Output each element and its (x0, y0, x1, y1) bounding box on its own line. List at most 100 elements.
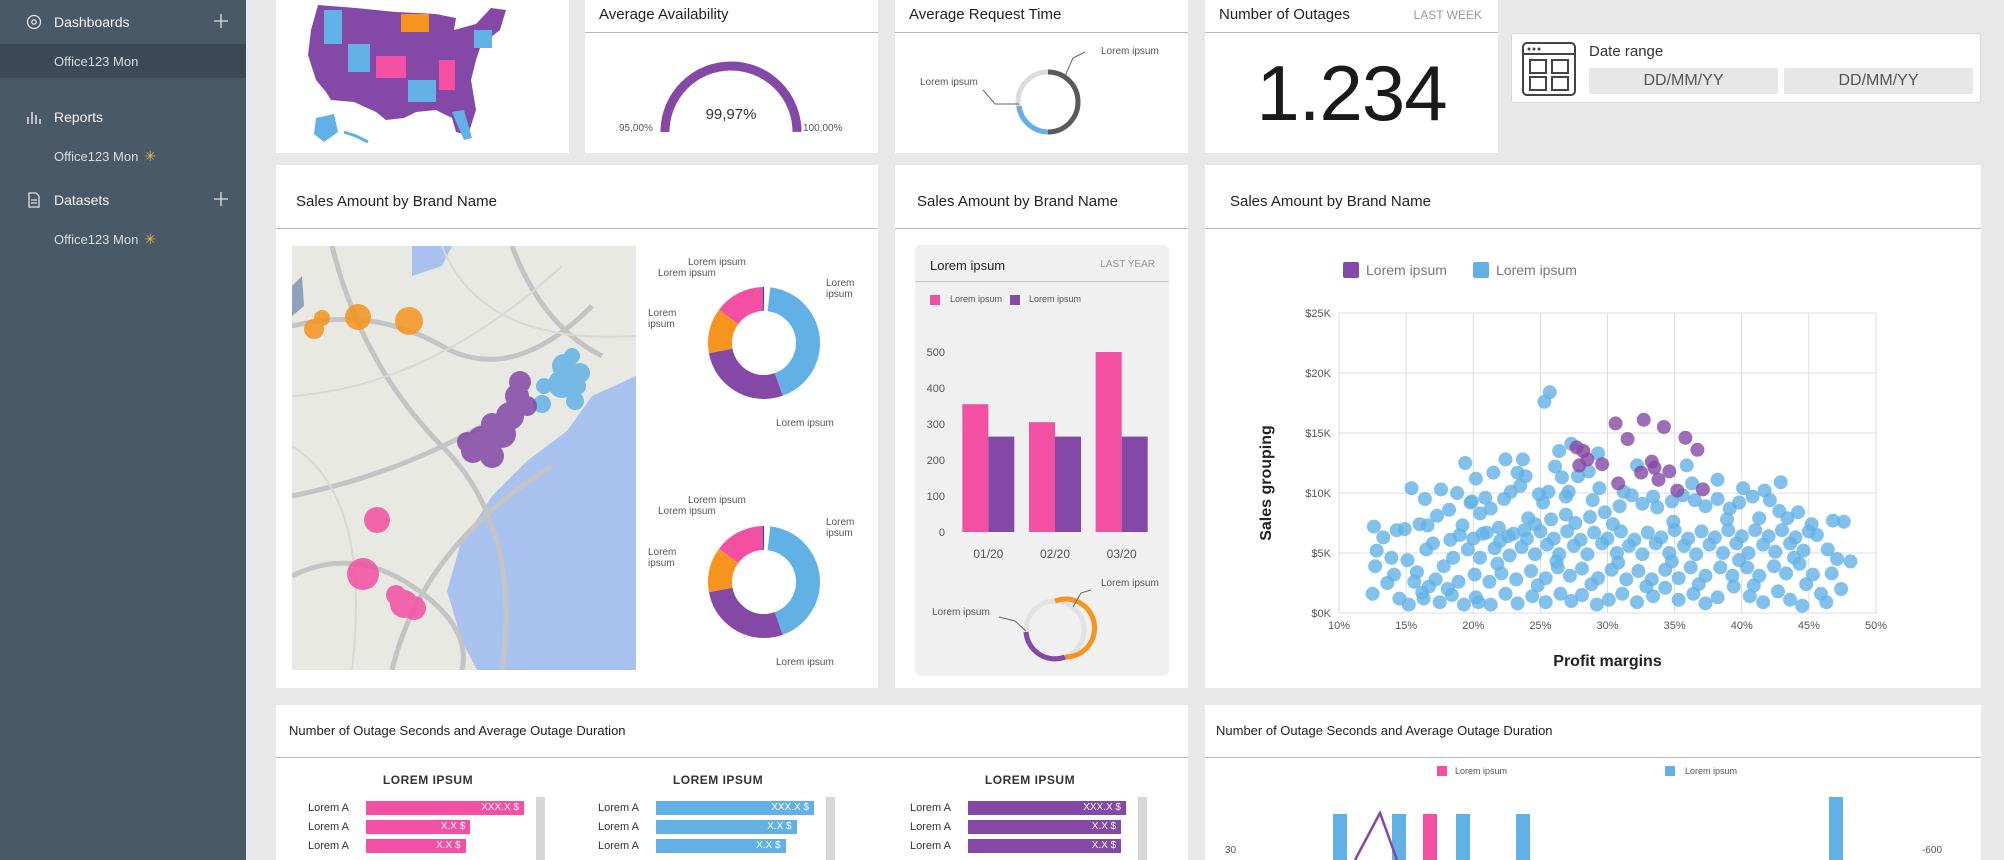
bar-row-label: Lorem A (598, 802, 639, 814)
scatter-point (1518, 469, 1533, 484)
bar: X.X $ (656, 820, 797, 834)
scatter-point (1768, 544, 1783, 559)
add-icon[interactable] (214, 14, 228, 28)
add-icon[interactable] (214, 192, 228, 206)
scrollbar[interactable] (536, 797, 545, 860)
scrollbar[interactable] (1138, 797, 1147, 860)
scatter-point (1619, 572, 1634, 587)
scatter-point (1664, 554, 1679, 569)
scatter-point (1656, 420, 1671, 434)
scatter-point (1780, 511, 1795, 526)
legend-swatch (930, 295, 940, 305)
bar-row[interactable]: Lorem A XXX.X $ (598, 801, 814, 815)
sidebar-section-header[interactable]: Datasets (0, 178, 246, 222)
sidebar-item-label: Office123 Mon (54, 231, 139, 247)
bar: X.X $ (656, 839, 786, 853)
legend-label: Lorem ipsum (1685, 766, 1738, 776)
scatter-point (1795, 598, 1810, 613)
y-tick-label: 500 (927, 347, 945, 359)
bar-row[interactable]: Lorem A X.X $ (308, 839, 466, 853)
sidebar-section-header[interactable]: Dashboards (0, 0, 246, 44)
scatter-point (1752, 511, 1767, 526)
bar-row[interactable]: Lorem A X.X $ (308, 820, 471, 834)
sidebar-item[interactable]: Office123 Mon ✳ (0, 139, 246, 173)
y-tick-label: $15K (1305, 428, 1331, 440)
scrollbar[interactable] (826, 797, 835, 860)
scatter-point (1515, 452, 1530, 467)
x-tick-label: 10% (1328, 620, 1350, 632)
scatter-point (1695, 482, 1710, 497)
scatter-point (1713, 560, 1728, 575)
scatter-point (1710, 590, 1725, 605)
card-title: Average Request Time (909, 6, 1062, 23)
y-tick-label: 400 (927, 383, 945, 395)
bar-row-label: Lorem A (308, 802, 349, 814)
scatter-point (1486, 465, 1501, 480)
bar-column-title: LOREM IPSUM (672, 773, 764, 787)
scatter-point (1732, 553, 1747, 568)
scatter-point (1651, 472, 1666, 487)
bar-row[interactable]: Lorem A X.X $ (598, 839, 786, 853)
sales-map[interactable] (292, 246, 636, 670)
bar-chart: 0 100 200 300 400 500 01/20 02/20 03/20 (927, 347, 1148, 561)
document-icon (28, 192, 40, 208)
sidebar-section-label: Dashboards (54, 14, 130, 30)
bar-row[interactable]: Lorem A X.X $ (598, 820, 797, 834)
date-to-field[interactable]: DD/MM/YY (1784, 68, 1973, 94)
bar: XXX.X $ (968, 801, 1126, 815)
legend-swatch (1343, 262, 1359, 278)
scatter-point (1773, 475, 1788, 490)
bar-panel: Lorem ipsum LAST YEAR Lorem ipsum Lorem … (915, 245, 1169, 676)
scatter-point (1428, 572, 1443, 587)
scatter-point (1450, 486, 1465, 500)
date-from-field[interactable]: DD/MM/YY (1589, 68, 1778, 94)
number-of-outages-card[interactable]: Number of Outages LAST WEEK 1.234 (1205, 0, 1498, 153)
scatter-point (1541, 484, 1556, 499)
card-title: Number of Outage Seconds and Average Out… (289, 723, 626, 738)
scatter-point (1608, 416, 1623, 431)
donut-label: Lorem ipsum (658, 268, 716, 279)
scatter-point (1721, 523, 1736, 538)
x-tick-label: 50% (1865, 620, 1887, 632)
average-request-time-card[interactable]: Average Request Time Lorem ipsum Lorem i… (895, 0, 1188, 153)
date-range-title: Date range (1589, 43, 1664, 60)
scatter-chart[interactable]: 10% 15% 20% 25% 30% 35% 40% 45% 50% $0K $5K $10K $15… (1205, 165, 1981, 688)
scatter-point (1369, 543, 1384, 558)
scatter-point (1748, 523, 1763, 538)
x-tick-label: 01/20 (973, 547, 1003, 561)
scatter-point (1683, 560, 1698, 575)
scatter-point (1826, 513, 1840, 528)
scatter-point (1819, 595, 1834, 610)
scatter-point (1771, 584, 1785, 599)
y-tick-label: $25K (1305, 308, 1331, 320)
scatter-point (1615, 586, 1630, 601)
scatter-point (1446, 550, 1461, 565)
bar-row[interactable]: Lorem A XXX.X $ (308, 801, 524, 815)
y-tick-label: $5K (1311, 548, 1331, 560)
bar-column-title: LOREM IPSUM (984, 773, 1076, 787)
availability-gauge (660, 61, 802, 133)
scatter-point (1493, 534, 1508, 548)
card-title: Number of Outage Seconds and Average Out… (1216, 723, 1553, 738)
bar-row[interactable]: Lorem A XXX.X $ (910, 801, 1126, 815)
scatter-point (1456, 597, 1471, 612)
scatter-point (1762, 493, 1777, 508)
sidebar-section-header[interactable]: Reports (0, 95, 246, 139)
scatter-point (1635, 496, 1650, 511)
y-tick-label: $10K (1305, 488, 1331, 500)
x-tick-label: 35% (1664, 620, 1686, 632)
scatter-point (1783, 592, 1798, 607)
sidebar-item[interactable]: Office123 Mon (0, 44, 246, 78)
bar-row[interactable]: Lorem A X.X $ (910, 839, 1122, 853)
scatter-point (1524, 564, 1538, 578)
donut-label: Lorem ipsum (1101, 46, 1159, 57)
donut-label: Lorem ipsum (648, 547, 677, 569)
scatter-point (1490, 556, 1505, 571)
bar-row[interactable]: Lorem A X.X $ (910, 820, 1122, 834)
scatter-point (1510, 596, 1525, 611)
donut-label: Lorem ipsum (688, 257, 746, 268)
average-availability-card[interactable]: Average Availability 99,97% 95,00% 100,0… (585, 0, 878, 153)
us-map-card[interactable] (276, 0, 569, 153)
scatter-point (1592, 481, 1607, 496)
sidebar-item[interactable]: Office123 Mon ✳ (0, 222, 246, 256)
